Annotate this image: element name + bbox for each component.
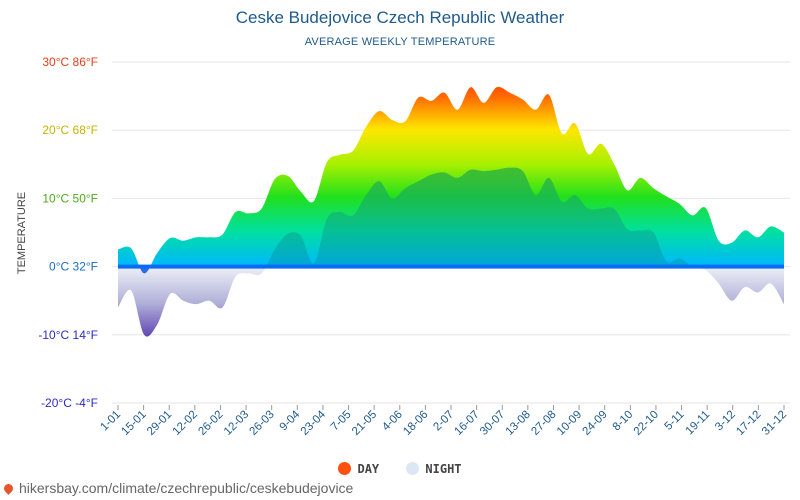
legend-label-day: DAY (357, 462, 380, 476)
legend-label-night: NIGHT (425, 462, 462, 476)
y-tick-label: 10°C 50°F (42, 191, 98, 205)
zero-line (118, 264, 784, 269)
x-tick-label: 24-09 (581, 409, 610, 438)
source-url: hikersbay.com/climate/czechrepublic/cesk… (19, 480, 354, 496)
x-tick-label: 29-01 (145, 409, 174, 438)
y-tick-label: -20°C -4°F (41, 396, 98, 410)
x-tick-label: 27-08 (529, 409, 558, 438)
location-pin-icon (2, 482, 15, 495)
chart-subtitle: AVERAGE WEEKLY TEMPERATURE (304, 36, 496, 48)
x-tick-label: 16-07 (452, 409, 481, 438)
night-area-above-zero (118, 167, 784, 267)
y-tick-label: -10°C 14°F (38, 328, 98, 342)
legend: DAY NIGHT (0, 462, 800, 476)
legend-dot-day (338, 462, 352, 475)
night-area (118, 266, 784, 337)
x-tick-label: 12-03 (222, 409, 251, 438)
chart-title: Ceske Budejovice Czech Republic Weather (235, 8, 565, 27)
series-areas (118, 86, 784, 337)
x-tick-label: 31-12 (760, 409, 789, 438)
y-tick-label: 20°C 68°F (42, 123, 98, 137)
x-tick-label: 15-01 (119, 409, 148, 438)
x-tick-label: 12-02 (171, 409, 200, 438)
x-tick-label: 21-05 (350, 409, 379, 438)
legend-item-night[interactable]: NIGHT (406, 462, 462, 476)
x-tick-label: 26-03 (248, 409, 277, 438)
x-tick-label: 30-07 (478, 409, 507, 438)
x-tick-label: 17-12 (734, 409, 763, 438)
source-link[interactable]: hikersbay.com/climate/czechrepublic/cesk… (2, 480, 354, 496)
x-tick-label: 10-09 (555, 409, 584, 438)
x-tick-label: 26-02 (196, 409, 225, 438)
x-tick-label: 19-11 (684, 409, 713, 438)
y-tick-label: 30°C 86°F (42, 55, 98, 69)
legend-dot-night (406, 462, 420, 475)
y-axis-label: TEMPERATURE (16, 192, 28, 274)
x-tick-label: 13-08 (504, 409, 533, 438)
x-tick-label: 23-04 (299, 408, 329, 438)
y-tick-label: 0°C 32°F (49, 260, 98, 274)
y-axis: 30°C 86°F 20°C 68°F 10°C 50°F 0°C 32°F -10°C… (38, 55, 98, 410)
x-tick-label: 22-10 (632, 409, 661, 438)
x-tick-label: 18-06 (401, 409, 430, 438)
legend-item-day[interactable]: DAY (338, 462, 379, 476)
